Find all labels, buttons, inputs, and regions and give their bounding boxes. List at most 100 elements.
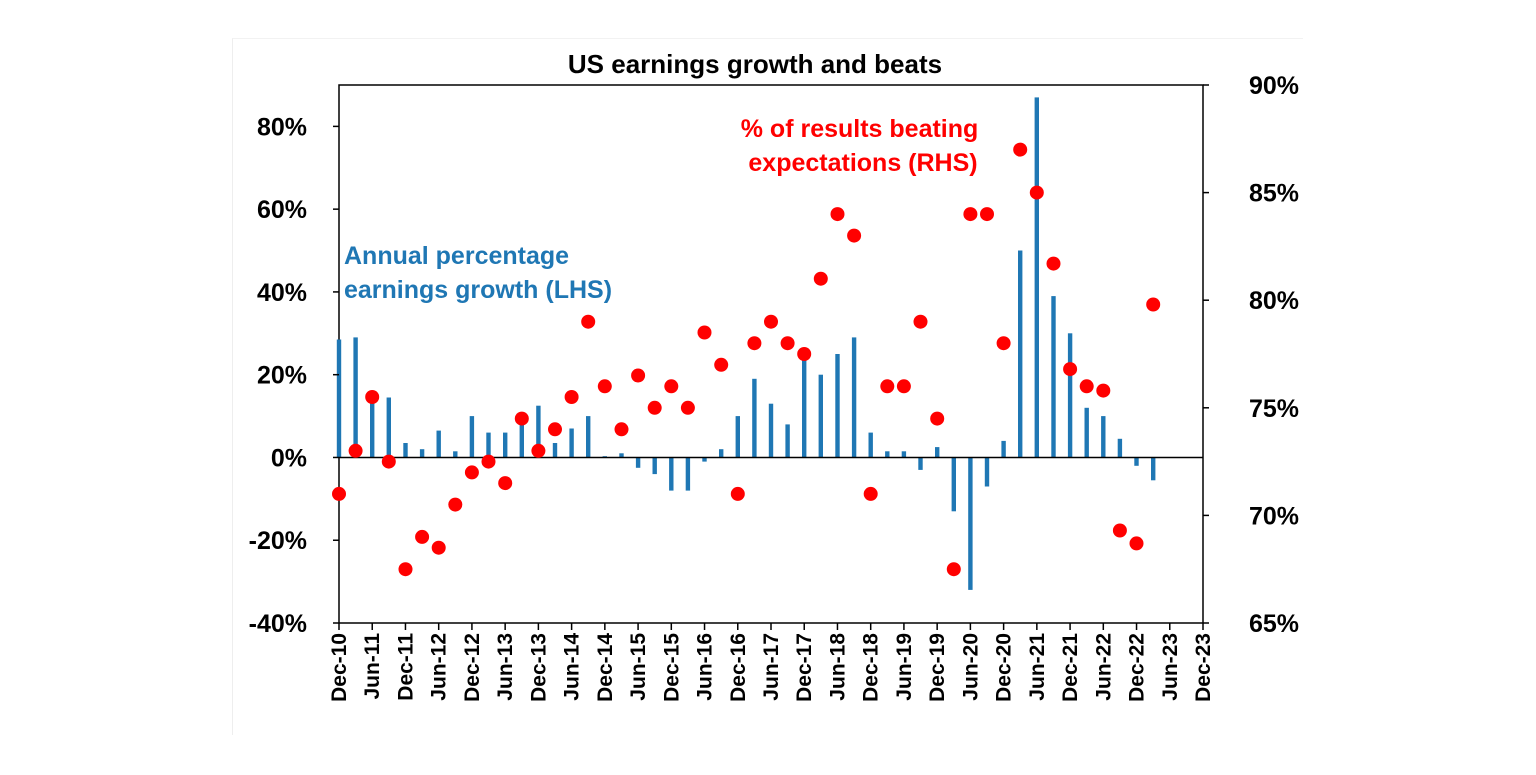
growth-bar [802,356,807,458]
beat-dot [365,390,380,404]
x-tick-label: Dec-14 [594,633,617,702]
beat-dot [880,379,895,394]
growth-bar [1084,407,1089,458]
beat-dot [980,207,994,222]
growth-bar [569,428,574,458]
growth-bar [885,451,890,458]
x-tick-label: Dec-13 [527,633,550,702]
growth-bar [469,416,475,458]
growth-bar [486,432,491,458]
beat-dot [381,454,396,469]
beat-dot [531,443,546,458]
growth-bar [370,399,375,458]
growth-bar [702,457,707,462]
earnings-chart: US earnings growth and beats 80% 60% 40% 20… [249,49,1299,702]
chart-title: US earnings growth and beats [568,49,942,79]
beats-label-line-1: % of results beating [741,115,979,143]
growth-bar [752,378,757,458]
x-tick-label: Dec-10 [328,633,351,702]
beat-dot [697,325,712,340]
x-tick-label: Dec-22 [1126,633,1149,702]
beat-dot [664,379,679,394]
x-tick-label: Dec-23 [1192,633,1215,702]
x-tick-label: Jun-16 [694,633,717,701]
beat-dot [581,314,596,329]
beat-dot [797,347,812,361]
beat-dot [431,540,446,555]
beat-dot [813,271,828,286]
growth-bar [453,451,458,458]
x-tick-label: Dec-19 [926,633,949,702]
x-tick-label: Dec-18 [860,633,883,702]
growth-bar [436,430,441,458]
beat-dot [498,476,513,491]
x-tick-label: Dec-12 [461,633,484,702]
x-tick-label: Jun-15 [627,633,650,701]
growth-bar [935,447,940,458]
x-tick-label: Dec-11 [395,633,418,701]
beat-dot [913,314,928,329]
x-tick-label: Jun-19 [893,633,916,701]
left-tick-label: -20% [249,527,307,555]
x-tick-label: Jun-20 [959,633,982,701]
growth-bar [918,457,923,470]
beat-dot [1129,536,1144,551]
beat-dot [548,422,562,437]
growth-bar [419,449,425,458]
beat-dot [1112,523,1127,538]
x-tick-label: Jun-22 [1092,633,1115,701]
growth-bar [1018,250,1023,458]
growth-bar [336,339,342,458]
right-tick-label: 90% [1249,72,1299,100]
beat-dot [764,314,778,329]
growth-label-line-1: Annual percentage [344,242,569,270]
growth-bar [403,443,408,458]
beats-series-label: % of results beating expectations (RHS) [741,115,986,177]
right-tick-label: 65% [1249,610,1299,638]
beats-label-line-2: expectations (RHS) [748,149,977,177]
beat-dot [647,400,662,415]
beat-dot [1046,256,1061,271]
beat-dot [714,357,729,372]
growth-bar [1117,438,1123,458]
growth-bar [619,453,624,458]
x-tick-label: Jun-14 [561,633,584,701]
left-tick-label: 0% [271,444,307,472]
x-axis: Dec-10 Jun-11 Dec-11 Jun-12 Dec-12 Jun-13 Dec-… [328,623,1215,702]
growth-bars [336,97,1156,590]
left-tick-label: 20% [257,362,307,390]
growth-bar [635,457,641,468]
growth-bar [536,405,541,458]
x-tick-label: Jun-11 [361,633,384,700]
growth-bar [735,416,740,458]
growth-bar [818,374,823,458]
beat-dot [963,207,978,222]
growth-label-line-2: earnings growth (LHS) [344,276,612,304]
growth-bar [868,432,873,458]
growth-bar [768,403,774,458]
beat-dot [863,486,878,501]
growth-bar [1151,457,1156,481]
beat-dot [614,422,629,437]
growth-bar [1134,457,1139,466]
growth-series-label: Annual percentage earnings growth (LHS) [344,242,612,304]
x-tick-label: Jun-18 [827,633,850,701]
beat-dot [730,486,745,501]
growth-bar [1067,333,1073,458]
x-tick-label: Dec-15 [660,633,683,702]
beat-dot [1096,383,1111,398]
growth-bar [503,432,508,458]
growth-bar [984,457,990,487]
x-tick-label: Jun-23 [1159,633,1182,701]
growth-bar [901,451,907,458]
beat-dot [464,465,479,480]
growth-bar [353,337,358,458]
right-tick-label: 80% [1249,287,1299,315]
growth-bar [685,457,691,491]
beat-dot [597,379,612,394]
growth-bar [851,337,857,458]
growth-bar [1051,296,1056,458]
beat-dot [747,336,762,351]
beat-dots [332,142,1161,577]
beat-dot [780,336,795,351]
